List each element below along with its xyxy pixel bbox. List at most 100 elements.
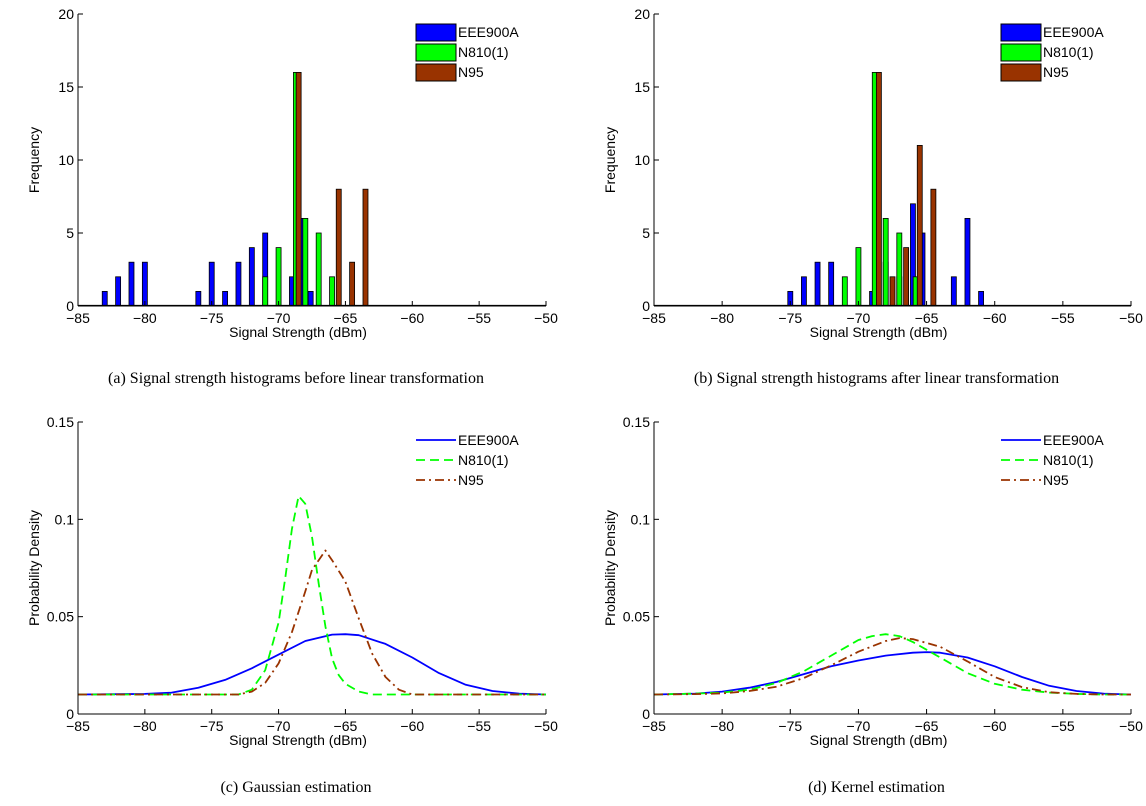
legend-label: EEE900A [1043, 432, 1104, 448]
y-tick-label: 0 [66, 706, 74, 722]
x-tick-label: −60 [983, 718, 1007, 734]
bar-n95-2 [335, 188, 342, 307]
x-tick-label: −65 [334, 310, 358, 326]
bar-eee900a-2 [115, 276, 122, 307]
bar-eee900a-3 [814, 261, 821, 307]
legend-label: N95 [1043, 472, 1069, 488]
x-tick-label: −65 [334, 718, 358, 734]
bar-n95-3 [903, 247, 910, 307]
legend-swatch [1000, 43, 1042, 62]
legend: EEE900A N810(1) N95 [415, 23, 519, 82]
x-tick-label: −50 [1119, 310, 1143, 326]
x-tick-label: −80 [710, 718, 734, 734]
y-axis-label: Frequency [602, 127, 618, 193]
y-ticks: 0 0.05 0.1 0.15 [623, 414, 659, 722]
legend-label: N95 [458, 64, 484, 80]
x-tick-label: −85 [66, 718, 90, 734]
x-tick-label: −85 [642, 718, 666, 734]
bar-n95-2 [889, 276, 896, 307]
x-tick-label: −80 [133, 310, 157, 326]
legend-label: N810(1) [1043, 44, 1094, 60]
legend-swatch [415, 63, 457, 82]
x-ticks: −85 −80 −75 −70 −65 −60 −55 −50 [66, 709, 558, 734]
bar-eee900a-3 [128, 261, 135, 307]
x-tick-label: −65 [915, 310, 939, 326]
y-tick-label: 10 [58, 152, 74, 168]
chart-panel-4: −85 −80 −75 −70 −65 −60 −55 −50 0 0.05 0.1 0.15 Sign… [602, 414, 1143, 796]
x-tick-label: −80 [133, 718, 157, 734]
bar-eee900a-4 [141, 261, 148, 307]
chart-panel-3: −85 −80 −75 −70 −65 −60 −55 −50 0 0.05 0.1 0.15 Sign… [26, 414, 558, 796]
x-tick-label: −60 [400, 310, 424, 326]
x-tick-label: −70 [267, 310, 291, 326]
bar-n810-1--4 [302, 217, 309, 307]
legend-label: N810(1) [1043, 452, 1094, 468]
y-tick-label: 5 [66, 225, 74, 241]
x-axis-label: Signal Strength (dBm) [229, 324, 367, 340]
y-axis-label: Probability Density [602, 510, 618, 626]
x-axis-label: Signal Strength (dBm) [229, 732, 367, 748]
bar-n95-4 [362, 188, 369, 307]
bar-eee900a-2 [801, 276, 807, 307]
x-tick-label: −65 [915, 718, 939, 734]
bar-eee900a-13 [307, 290, 314, 307]
y-ticks: 0 5 10 15 20 [634, 6, 659, 314]
figure-caption: (a) Signal strength histograms before li… [108, 370, 484, 387]
plot-marks [78, 72, 546, 307]
x-ticks: −85 −80 −75 −70 −65 −60 −55 −50 [66, 301, 558, 326]
x-axis-label: Signal Strength (dBm) [810, 324, 948, 340]
y-tick-label: 15 [58, 79, 74, 95]
x-tick-label: −55 [467, 718, 491, 734]
bar-n810-1--4 [882, 217, 889, 307]
y-tick-label: 0 [642, 706, 650, 722]
legend-label: N810(1) [458, 44, 509, 60]
x-tick-label: −50 [534, 718, 558, 734]
x-tick-label: −50 [534, 310, 558, 326]
x-tick-label: −55 [467, 310, 491, 326]
legend-label: EEE900A [458, 432, 519, 448]
line-n810-1- [78, 495, 546, 696]
chart-panel-2: −85 −80 −75 −70 −65 −60 −55 −50 0 5 10 15 20 Signal S… [602, 6, 1143, 387]
x-axis-label: Signal Strength (dBm) [810, 732, 948, 748]
bar-n95-5 [930, 188, 937, 307]
plot-marks [653, 633, 1132, 696]
x-tick-label: −75 [778, 310, 802, 326]
bar-eee900a-4 [828, 261, 835, 307]
bar-eee900a-6 [208, 261, 215, 307]
chart-panel-1: −85 −80 −75 −70 −65 −60 −55 −50 0 5 10 15 20 Signal S… [26, 6, 558, 387]
x-tick-label: −70 [847, 718, 871, 734]
line-n810-1- [653, 633, 1131, 696]
x-tick-label: −60 [983, 310, 1007, 326]
y-tick-label: 0.05 [47, 609, 74, 625]
y-tick-label: 0.15 [47, 414, 74, 430]
plot-marks [654, 72, 1131, 307]
plot-marks [77, 495, 547, 696]
x-tick-label: −85 [642, 310, 666, 326]
bar-n810-1--5 [315, 232, 322, 307]
y-tick-label: 10 [634, 152, 650, 168]
x-tick-label: −55 [1051, 718, 1075, 734]
bar-eee900a-5 [195, 290, 202, 307]
line-n95 [78, 549, 546, 696]
bar-n810-1--2 [855, 247, 862, 307]
line-n95 [653, 637, 1131, 696]
y-tick-label: 0 [642, 298, 650, 314]
legend-swatch [1000, 63, 1042, 82]
bar-n810-1--5 [896, 232, 903, 307]
x-tick-label: −75 [200, 310, 224, 326]
y-ticks: 0 5 10 15 20 [58, 6, 83, 314]
bar-eee900a-12 [978, 290, 984, 307]
legend-swatch [1000, 23, 1042, 42]
y-tick-label: 0.05 [623, 609, 650, 625]
y-tick-label: 20 [634, 6, 650, 22]
legend-label: N810(1) [458, 452, 509, 468]
line-eee900a [653, 651, 1132, 696]
y-ticks: 0 0.05 0.1 0.15 [47, 414, 83, 722]
x-ticks: −85 −80 −75 −70 −65 −60 −55 −50 [642, 709, 1143, 734]
bar-eee900a-7 [222, 290, 228, 307]
legend-swatch [415, 23, 457, 42]
y-tick-label: 20 [58, 6, 74, 22]
bar-eee900a-8 [235, 261, 242, 307]
bar-eee900a-10 [950, 276, 957, 307]
y-axis-label: Probability Density [26, 510, 42, 626]
